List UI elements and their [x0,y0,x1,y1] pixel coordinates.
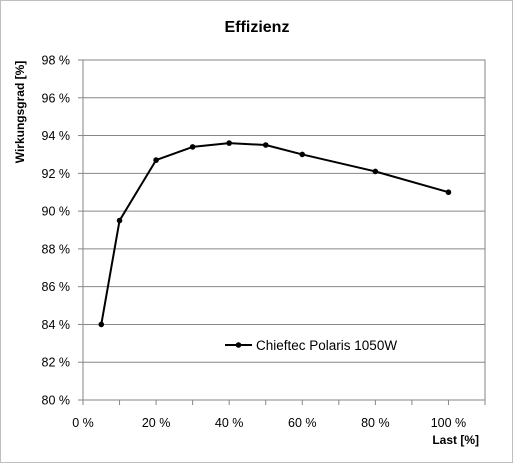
x-tick-label: 20 % [142,416,171,430]
y-axis-label: Wirkungsgrad [%] [13,61,27,164]
legend-entry: Chieftec Polaris 1050W [256,338,397,353]
legend: Chieftec Polaris 1050W [225,338,397,353]
y-tick-label: 88 % [42,242,71,256]
data-point [262,142,269,148]
chart-title: Effizienz [225,19,290,36]
data-point [98,321,105,328]
legend-marker [235,342,242,348]
y-tick-label: 96 % [42,91,71,105]
data-point [189,144,196,150]
x-axis-label: Last [%] [432,433,479,447]
x-tick-label: 0 % [72,416,94,430]
y-tick-label: 82 % [42,356,71,370]
x-tick-label: 60 % [288,416,317,430]
y-tick-label: 84 % [42,318,71,332]
data-point [372,168,379,175]
data-point [299,151,306,158]
x-tick-label: 40 % [215,416,244,430]
plot-area [82,59,486,401]
data-point [226,140,232,146]
series-line [100,142,449,325]
y-tick-label: 94 % [42,129,71,143]
x-tick-label: 100 % [431,416,466,430]
data-point [445,189,452,196]
x-tick-label: 80 % [361,416,390,430]
y-tick-label: 92 % [42,167,71,181]
y-tick-label: 86 % [42,280,71,294]
data-point [116,217,123,224]
data-point [153,157,159,163]
y-tick-label: 98 % [42,54,71,68]
y-tick-label: 80 % [42,394,71,408]
y-tick-label: 90 % [42,205,71,219]
